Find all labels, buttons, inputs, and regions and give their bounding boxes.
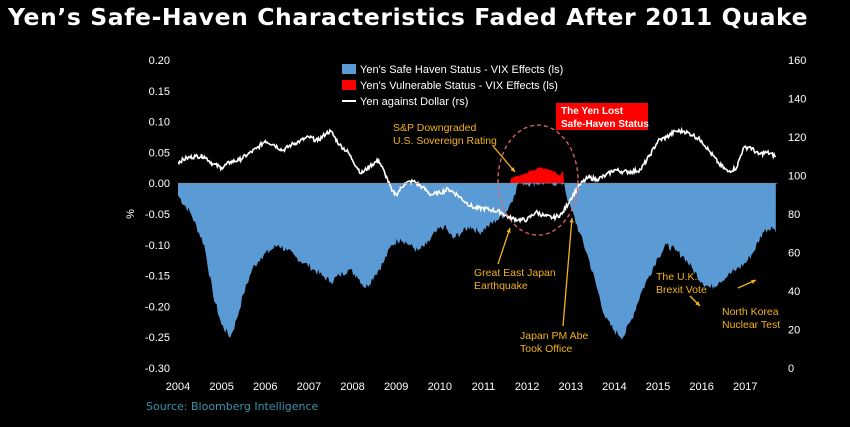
annotation-sp-downgrade: S&P Downgraded [393,122,476,134]
annotation-sp-arrow-head [510,167,515,172]
y2-tick-label: 120 [788,132,806,144]
annotation-earthquake-arrow-head [506,228,511,233]
y2-tick-label: 0 [788,363,794,375]
y2-tick-label: 140 [788,94,806,106]
legend-label: Yen's Safe Haven Status - VIX Effects (l… [360,64,563,76]
y-tick-label: 0.00 [149,178,170,190]
annotation-yen-lost: Safe-Haven Status [561,119,649,130]
y-tick-label: -0.25 [145,332,170,344]
legend-label: Yen's Vulnerable Status - VIX Effects (l… [360,80,558,92]
x-tick-label: 2010 [428,381,452,393]
annotation-brexit: The U.K. [656,271,697,283]
source-note: Source: Bloomberg Intelligence [146,400,319,413]
annotation-sp-downgrade: U.S. Sovereign Rating [393,135,497,147]
yen-dollar-line [178,126,776,224]
x-tick-label: 2015 [646,381,670,393]
annotation-yen-lost: The Yen Lost [561,106,624,117]
annotation-sp-arrow [492,145,516,173]
y-tick-label: 0.10 [149,117,170,129]
y-tick-label: -0.10 [145,240,170,252]
y-tick-label: -0.05 [145,209,170,221]
area-series-group [178,167,776,340]
y2-tick-label: 100 [788,171,806,183]
highlight-circle [497,124,579,236]
vulnerable-area [509,167,565,184]
y-tick-label: 0.20 [149,55,170,67]
x-tick-label: 2011 [472,381,496,393]
legend-swatch [342,64,356,74]
yen-lost-box [556,103,648,130]
x-tick-label: 2012 [515,381,539,393]
annotation-earthquake-arrow [497,227,511,265]
annotation-north-korea: Nuclear Test [722,319,780,331]
y2-tick-label: 20 [788,325,800,337]
y-tick-label: 0.15 [149,86,170,98]
y-tick-label: -0.15 [145,271,170,283]
annotation-earthquake: Great East Japan [474,267,556,279]
x-tick-label: 2016 [689,381,713,393]
legend: Yen's Safe Haven Status - VIX Effects (l… [342,64,563,108]
y-tick-label: 0.05 [149,147,170,159]
x-tick-label: 2005 [209,381,233,393]
safe-haven-area [178,179,776,340]
x-tick-label: 2017 [733,381,757,393]
x-tick-label: 2004 [166,381,190,393]
annotation-abe: Took Office [520,343,572,355]
y2-tick-label: 40 [788,286,800,298]
y2-tick-label: 60 [788,248,800,260]
x-tick-label: 2006 [253,381,277,393]
annotation-abe-arrow-head [569,218,574,223]
legend-label: Yen against Dollar (rs) [360,96,468,108]
y2-tick-label: 160 [788,55,806,67]
x-tick-label: 2014 [602,381,626,393]
x-tick-label: 2009 [384,381,408,393]
annotation-abe-arrow [562,217,573,327]
x-tick-label: 2007 [297,381,321,393]
axes-group: 0.20 0.15 0.10 0.05 0.00 -0.05 -0.10 -0.15 -0.20… [125,55,806,393]
legend-swatch [342,80,356,90]
y-tick-label: -0.30 [145,363,170,375]
annotation-brexit: Brexit Vote [656,284,707,296]
chart-title: Yen’s Safe-Haven Characteristics Faded A… [8,3,809,31]
y-tick-label: -0.20 [145,301,170,313]
y-axis-label: % [125,209,137,219]
x-tick-label: 2008 [340,381,364,393]
annotation-brexit-arrow-head [695,301,700,306]
y2-tick-label: 80 [788,209,800,221]
x-tick-label: 2013 [558,381,582,393]
annotation-north-korea: North Korea [722,306,779,318]
annotation-nk-arrow-head [751,279,756,284]
annotation-abe: Japan PM Abe [520,330,588,342]
annotation-earthquake: Earthquake [474,280,528,292]
line-series-group [178,126,776,224]
